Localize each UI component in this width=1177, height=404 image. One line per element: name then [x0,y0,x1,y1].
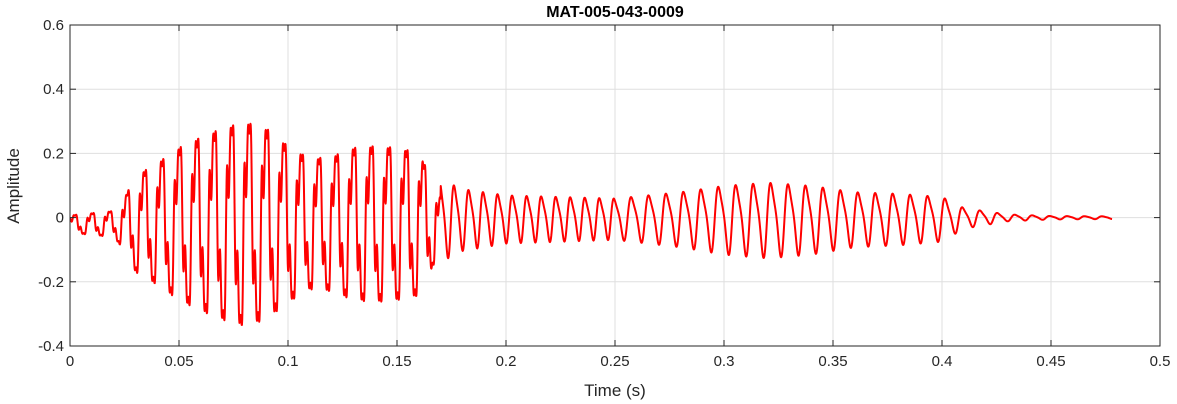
y-tick-label: 0.4 [43,81,64,98]
y-tick-labels: -0.4 -0.2 0 0.2 0.4 0.6 [38,17,64,355]
x-axis-label: Time (s) [584,381,646,400]
y-tick-label: 0.2 [43,145,64,162]
y-tick-label: 0.6 [43,17,64,34]
x-tick-label: 0.35 [818,353,847,370]
x-tick-label: 0.2 [496,353,517,370]
y-tick-label: -0.2 [38,274,64,291]
x-tick-label: 0.45 [1036,353,1065,370]
x-tick-label: 0.25 [600,353,629,370]
series-layer [69,122,1113,326]
series-line [69,122,1113,326]
ticks [69,24,1161,347]
x-tick-label: 0.5 [1150,353,1171,370]
x-tick-label: 0.3 [714,353,735,370]
y-tick-label: -0.4 [38,338,64,355]
x-tick-label: 0.4 [932,353,953,370]
x-tick-label: 0.05 [164,353,193,370]
x-tick-label: 0 [66,353,74,370]
chart-title: MAT-005-043-0009 [546,4,684,21]
y-axis-label: Amplitude [4,148,23,224]
y-tick-label: 0 [56,210,64,227]
x-tick-labels: 0 0.05 0.1 0.15 0.2 0.25 0.3 0.35 0.4 0.45 0.5 [66,353,1171,370]
x-tick-label: 0.1 [278,353,299,370]
x-tick-label: 0.15 [382,353,411,370]
